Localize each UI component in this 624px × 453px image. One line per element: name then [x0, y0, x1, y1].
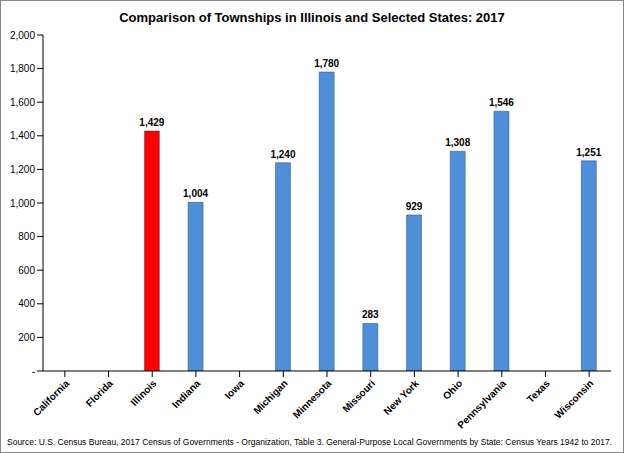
svg-text:Wisconsin: Wisconsin [553, 378, 596, 421]
svg-text:1,400: 1,400 [10, 130, 35, 141]
svg-text:Ohio: Ohio [441, 378, 465, 402]
svg-text:Missouri: Missouri [340, 378, 377, 415]
svg-text:1,004: 1,004 [183, 188, 208, 199]
svg-text:1,308: 1,308 [445, 137, 470, 148]
svg-text:Pennsylvania: Pennsylvania [455, 377, 508, 430]
svg-text:283: 283 [362, 309, 379, 320]
svg-text:Iowa: Iowa [223, 377, 247, 401]
svg-text:1,780: 1,780 [314, 58, 339, 69]
svg-text:2,000: 2,000 [10, 30, 35, 41]
svg-text:800: 800 [18, 231, 35, 242]
html-text:Source: U.S. Census Bureau, 20: Source: U.S. Census Bureau, 2017 Census … [7, 437, 613, 447]
svg-text:1,429: 1,429 [139, 117, 164, 128]
svg-text:400: 400 [18, 298, 35, 309]
svg-text:1,251: 1,251 [576, 147, 601, 158]
svg-text:200: 200 [18, 332, 35, 343]
svg-text:Michigan: Michigan [251, 378, 289, 416]
svg-text:1,200: 1,200 [10, 164, 35, 175]
svg-text:1,600: 1,600 [10, 97, 35, 108]
svg-text:1,000: 1,000 [10, 198, 35, 209]
svg-text:1,240: 1,240 [270, 149, 295, 160]
svg-text:1,546: 1,546 [489, 97, 514, 108]
html-text:Comparison of Townships in Ill: Comparison of Townships in Illinois and … [119, 10, 505, 25]
svg-text:Illinois: Illinois [128, 377, 158, 407]
svg-text:929: 929 [406, 201, 423, 212]
svg-text:Minnesota: Minnesota [291, 377, 334, 420]
svg-text:New York: New York [381, 377, 421, 417]
svg-text:600: 600 [18, 265, 35, 276]
svg-text:-: - [32, 366, 35, 377]
svg-text:Indiana: Indiana [170, 377, 203, 410]
svg-text:Florida: Florida [84, 377, 116, 409]
svg-text:California: California [31, 377, 72, 418]
svg-text:Texas: Texas [525, 377, 553, 405]
svg-text:1,800: 1,800 [10, 63, 35, 74]
